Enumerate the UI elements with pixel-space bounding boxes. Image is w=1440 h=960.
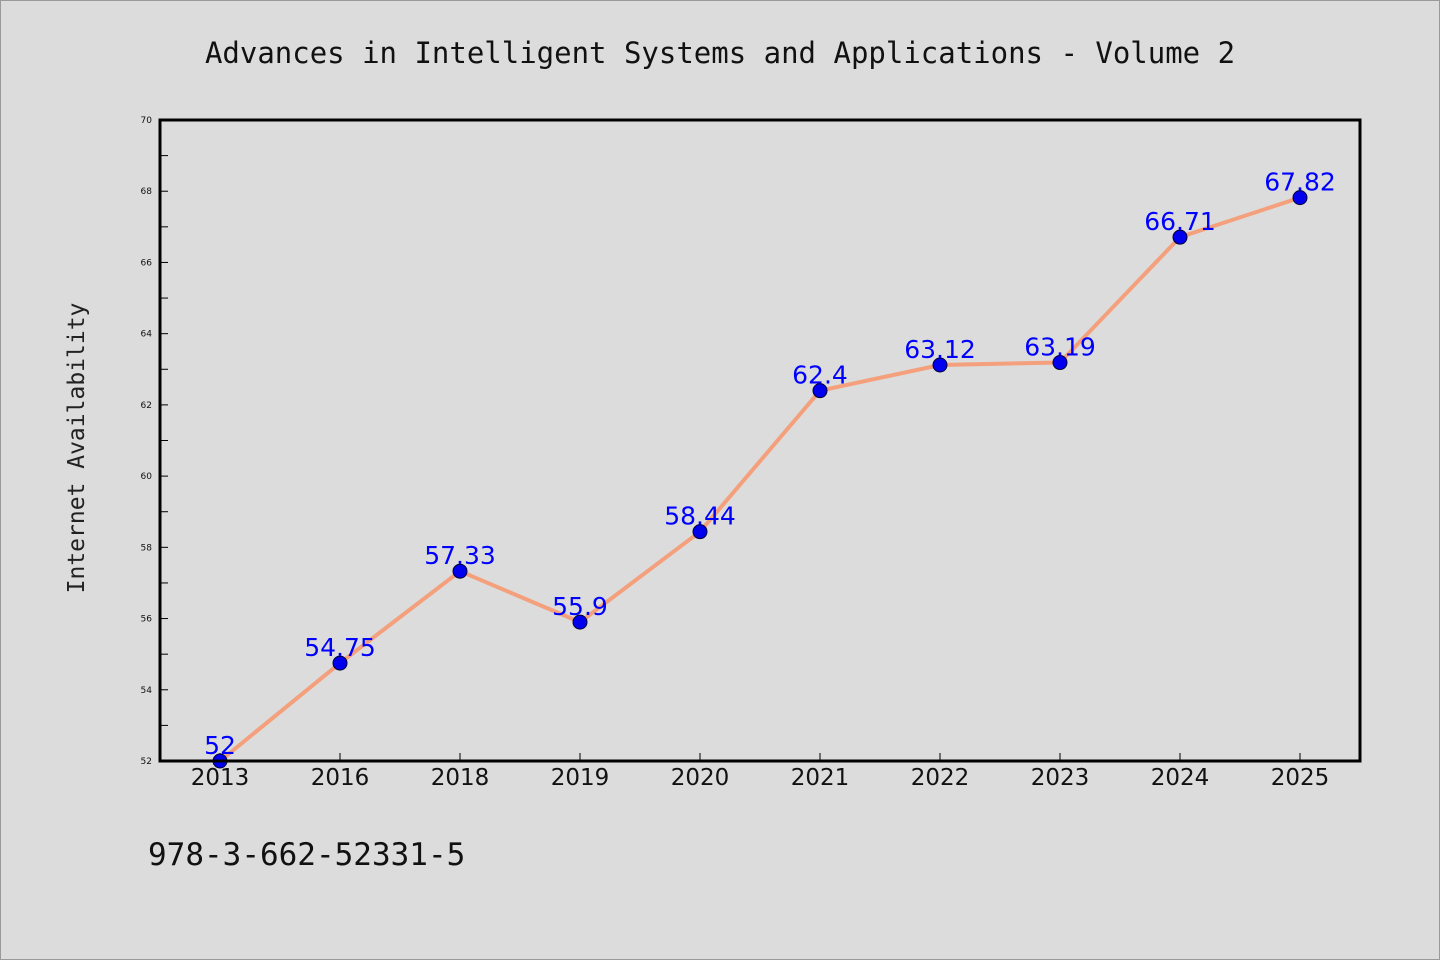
y-tick-label: 66 [141, 258, 153, 268]
data-label: 54.75 [304, 633, 376, 662]
data-point [1052, 355, 1068, 371]
y-tick-label: 52 [141, 757, 152, 767]
y-tick-label: 54 [141, 686, 153, 696]
x-axis-ticks: 2013 2016 2018 2019 2020 2021 2022 2023 2024 2025 [191, 753, 1330, 791]
x-tick-label: 2024 [1151, 765, 1210, 791]
y-tick-label: 58 [141, 543, 153, 553]
data-label: 57.33 [424, 541, 496, 570]
data-label: 55.9 [552, 592, 608, 621]
data-point [692, 524, 708, 540]
data-label: 66.71 [1144, 207, 1216, 236]
series-polyline [218, 195, 1302, 763]
data-point [812, 383, 828, 399]
series-line [218, 195, 1302, 763]
data-labels: 52 54.75 57.33 55.9 58.44 62.4 63.12 63.19 66.71… [204, 168, 1336, 760]
data-label: 63.12 [904, 335, 976, 364]
data-label: 58.44 [664, 502, 736, 531]
x-tick-label: 2023 [1031, 765, 1090, 791]
y-tick-label: 62 [141, 401, 152, 411]
x-tick-label: 2018 [431, 765, 490, 791]
data-point [1172, 229, 1188, 245]
chart-title: Advances in Intelligent Systems and Appl… [205, 36, 1235, 70]
data-label: 52 [204, 731, 236, 760]
x-tick-label: 2019 [551, 765, 610, 791]
data-label: 62.4 [792, 361, 848, 390]
x-tick-label: 2013 [191, 765, 250, 791]
data-point [452, 563, 468, 579]
x-tick-label: 2021 [791, 765, 850, 791]
y-axis-label: Internet Availability [64, 303, 90, 594]
data-label: 67.82 [1264, 168, 1336, 197]
y-tick-label: 70 [141, 116, 153, 126]
data-label: 63.19 [1024, 333, 1096, 362]
data-point [572, 614, 588, 630]
data-point [932, 357, 948, 373]
y-tick-label: 56 [141, 615, 153, 625]
plot-area-frame [158, 118, 1362, 763]
data-point [1292, 190, 1308, 206]
data-point [332, 655, 348, 671]
footer-code: 978-3-662-52331-5 [148, 837, 465, 873]
y-tick-label: 64 [141, 330, 153, 340]
x-tick-label: 2025 [1271, 765, 1330, 791]
y-axis-ticks: 52 54 56 58 60 62 64 66 68 70 [141, 116, 168, 767]
x-tick-label: 2020 [671, 765, 730, 791]
x-tick-label: 2016 [311, 765, 370, 791]
x-tick-label: 2022 [911, 765, 970, 791]
y-tick-label: 68 [141, 187, 153, 197]
y-tick-label: 60 [141, 472, 153, 482]
